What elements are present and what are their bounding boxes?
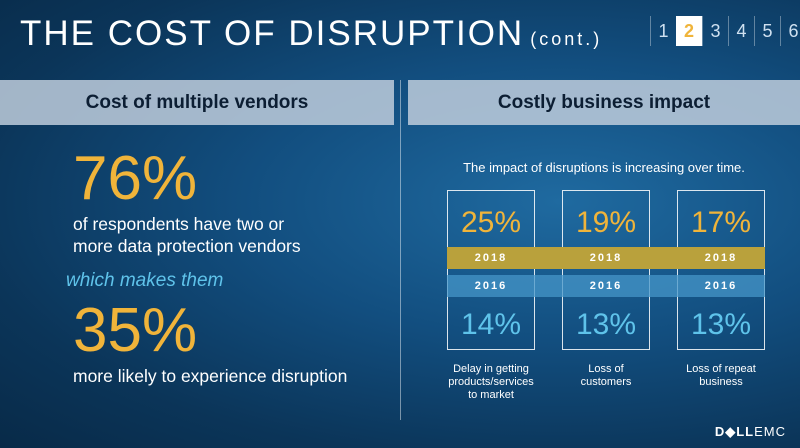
stat1-description-line1: of respondents have two or <box>73 214 285 234</box>
right-section-header: Costly business impact <box>408 80 800 125</box>
caption-line: products/services <box>448 376 534 388</box>
caption-delay: Delay in getting products/services to ma… <box>436 363 546 402</box>
slide-title-cont: (cont.) <box>530 29 603 49</box>
stat1-description-line2: more data protection vendors <box>73 236 301 256</box>
page-selector: 1 2 3 4 5 6 <box>650 16 800 46</box>
impact-box-repeat <box>677 190 765 350</box>
impact-box-customers <box>562 190 650 350</box>
value-2016-delay: 14% <box>460 308 522 341</box>
year-band-2018 <box>447 247 765 269</box>
caption-line: customers <box>580 376 632 388</box>
year-label-2018: 2018 <box>474 252 508 264</box>
left-section-header: Cost of multiple vendors <box>0 80 394 125</box>
caption-line: to market <box>468 389 514 401</box>
caption-line: Delay in getting <box>453 363 529 375</box>
stat2-description: more likely to experience disruption <box>73 366 348 386</box>
year-label-2018: 2018 <box>589 252 623 264</box>
year-label-2018: 2018 <box>704 252 738 264</box>
slide-title: THE COST OF DISRUPTION (cont.) <box>20 14 602 54</box>
stat-35-percent: 35% <box>73 296 198 365</box>
stat-76-percent: 76% <box>73 144 198 213</box>
year-label-2016: 2016 <box>474 280 508 292</box>
value-2016-customers: 13% <box>575 308 637 341</box>
year-band-2016 <box>447 275 765 297</box>
value-2018-delay: 25% <box>460 206 522 239</box>
value-2016-repeat: 13% <box>690 308 752 341</box>
impact-subtitle: The impact of disruptions is increasing … <box>463 160 745 175</box>
caption-line: Loss of <box>588 363 624 375</box>
value-2018-customers: 19% <box>575 206 637 239</box>
page-5-button[interactable]: 5 <box>754 16 780 46</box>
year-label-2016: 2016 <box>704 280 738 292</box>
logo-sub: EMC <box>754 424 786 439</box>
page-1-button[interactable]: 1 <box>650 16 676 46</box>
connector-text: which makes them <box>66 270 224 291</box>
stat1-description: of respondents have two or more data pro… <box>73 213 301 257</box>
page-2-button[interactable]: 2 <box>676 16 702 46</box>
dell-emc-logo: D◆LLEMC <box>715 424 786 440</box>
caption-customers: Loss of customers <box>551 363 661 389</box>
caption-line: business <box>699 376 743 388</box>
caption-repeat: Loss of repeat business <box>666 363 776 389</box>
logo-brand: D◆LL <box>714 424 755 439</box>
column-divider <box>400 80 401 420</box>
page-3-button[interactable]: 3 <box>702 16 728 46</box>
slide-title-main: THE COST OF DISRUPTION <box>20 14 525 53</box>
impact-box-delay <box>447 190 535 350</box>
year-label-2016: 2016 <box>589 280 623 292</box>
page-6-button[interactable]: 6 <box>780 16 800 46</box>
page-4-button[interactable]: 4 <box>728 16 754 46</box>
caption-line: Loss of repeat <box>686 363 756 375</box>
value-2018-repeat: 17% <box>690 206 752 239</box>
